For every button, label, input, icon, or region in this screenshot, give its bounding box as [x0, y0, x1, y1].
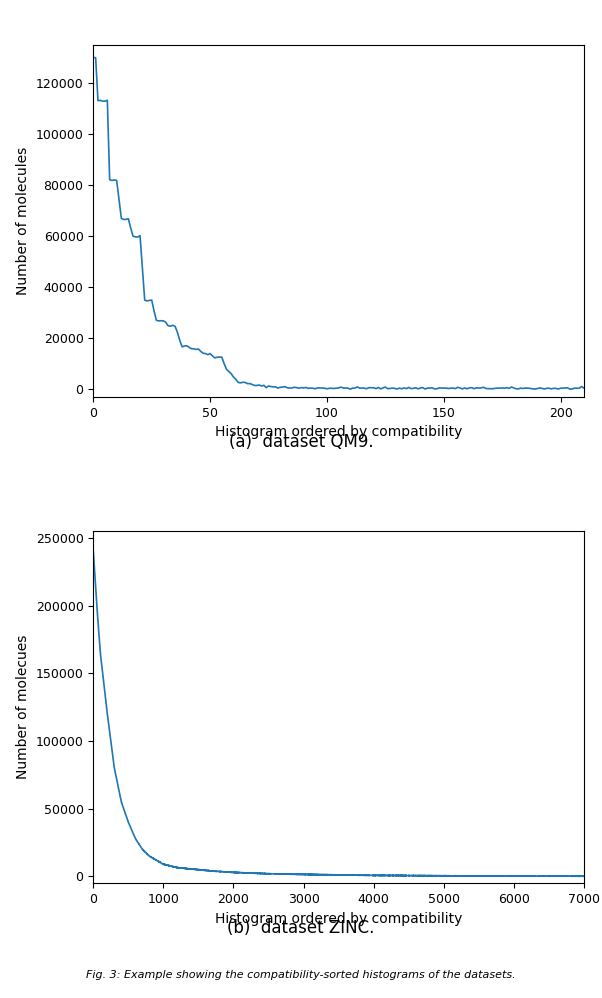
- Y-axis label: Number of molecues: Number of molecues: [16, 635, 30, 779]
- X-axis label: Histogram ordered by compatibility: Histogram ordered by compatibility: [215, 425, 462, 439]
- Text: (b)  dataset ZINC.: (b) dataset ZINC.: [228, 919, 374, 937]
- X-axis label: Histogram ordered by compatibility: Histogram ordered by compatibility: [215, 911, 462, 925]
- Text: (a)  dataset QM9.: (a) dataset QM9.: [229, 433, 373, 451]
- Y-axis label: Number of molecules: Number of molecules: [16, 147, 30, 295]
- Text: Fig. 3: Example showing the compatibility-sorted histograms of the datasets.: Fig. 3: Example showing the compatibilit…: [86, 970, 516, 980]
